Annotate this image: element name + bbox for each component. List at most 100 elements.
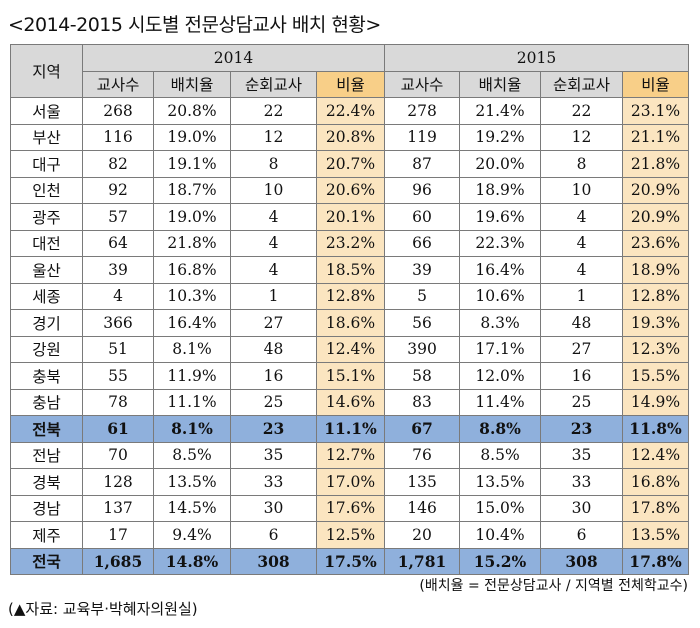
teachers-cell: 278: [384, 97, 461, 125]
teachers-cell: 60: [384, 203, 461, 231]
col-itinerant-2015: 순회교사: [540, 70, 624, 98]
itinerant-cell: 308: [230, 547, 317, 575]
table-row: 세종 4 10.3% 1 12.8% 5 10.6% 1 12.8%: [10, 282, 690, 310]
ratio-cell: 20.1%: [315, 203, 386, 231]
placement-rate-cell: 20.8%: [153, 97, 231, 125]
col-ratio-2014: 비율: [315, 70, 386, 98]
ratio-cell: 11.1%: [315, 415, 386, 443]
placement-rate-cell: 8.5%: [459, 441, 542, 469]
placement-rate-cell: 19.0%: [153, 123, 231, 151]
itinerant-cell: 27: [540, 335, 624, 363]
placement-rate-cell: 19.2%: [459, 123, 542, 151]
region-cell: 서울: [10, 97, 83, 125]
col-ratio-2015: 비율: [622, 70, 690, 98]
teachers-cell: 64: [82, 229, 154, 257]
teachers-cell: 137: [82, 494, 154, 522]
itinerant-cell: 8: [540, 150, 624, 178]
teachers-cell: 78: [82, 388, 154, 416]
placement-rate-cell: 8.3%: [459, 309, 542, 337]
itinerant-cell: 35: [230, 441, 317, 469]
itinerant-cell: 30: [230, 494, 317, 522]
itinerant-cell: 27: [230, 309, 317, 337]
ratio-cell: 18.9%: [622, 256, 690, 284]
table-row: 제주 17 9.4% 6 12.5% 20 10.4% 6 13.5%: [10, 521, 690, 549]
ratio-cell: 19.3%: [622, 309, 690, 337]
teachers-cell: 128: [82, 468, 154, 496]
teachers-cell: 1,781: [384, 547, 461, 575]
placement-rate-cell: 11.1%: [153, 388, 231, 416]
placement-rate-cell: 14.8%: [153, 547, 231, 575]
region-cell: 강원: [10, 335, 83, 363]
itinerant-cell: 33: [230, 468, 317, 496]
teachers-cell: 66: [384, 229, 461, 257]
teachers-cell: 76: [384, 441, 461, 469]
itinerant-cell: 23: [540, 415, 624, 443]
teachers-cell: 268: [82, 97, 154, 125]
ratio-cell: 12.4%: [315, 335, 386, 363]
itinerant-cell: 23: [230, 415, 317, 443]
placement-rate-cell: 16.4%: [459, 256, 542, 284]
placement-rate-cell: 13.5%: [153, 468, 231, 496]
placement-rate-cell: 11.9%: [153, 362, 231, 390]
col-placement-rate-2014: 배치율: [153, 70, 231, 98]
itinerant-cell: 35: [540, 441, 624, 469]
itinerant-cell: 33: [540, 468, 624, 496]
table-row: 경북 128 13.5% 33 17.0% 135 13.5% 33 16.8%: [10, 468, 690, 496]
teachers-cell: 67: [384, 415, 461, 443]
placement-rate-cell: 12.0%: [459, 362, 542, 390]
placement-rate-cell: 14.5%: [153, 494, 231, 522]
teachers-cell: 55: [82, 362, 154, 390]
table-row: 대전 64 21.8% 4 23.2% 66 22.3% 4 23.6%: [10, 229, 690, 257]
region-cell: 부산: [10, 123, 83, 151]
ratio-cell: 20.9%: [622, 203, 690, 231]
region-cell: 울산: [10, 256, 83, 284]
ratio-cell: 12.7%: [315, 441, 386, 469]
ratio-cell: 13.5%: [622, 521, 690, 549]
ratio-cell: 21.8%: [622, 150, 690, 178]
teachers-cell: 83: [384, 388, 461, 416]
table-row: 전국 1,685 14.8% 308 17.5% 1,781 15.2% 308 17.8%: [10, 547, 690, 575]
region-cell: 전남: [10, 441, 83, 469]
region-cell: 광주: [10, 203, 83, 231]
itinerant-cell: 6: [540, 521, 624, 549]
teachers-cell: 96: [384, 176, 461, 204]
itinerant-cell: 4: [540, 229, 624, 257]
placement-rate-cell: 8.1%: [153, 335, 231, 363]
table-row: 울산 39 16.8% 4 18.5% 39 16.4% 4 18.9%: [10, 256, 690, 284]
teachers-cell: 135: [384, 468, 461, 496]
ratio-cell: 22.4%: [315, 97, 386, 125]
teachers-cell: 70: [82, 441, 154, 469]
ratio-cell: 15.1%: [315, 362, 386, 390]
formula-note: (배치율 = 전문상담교사 / 지역별 전체학교수): [419, 578, 688, 594]
ratio-cell: 21.1%: [622, 123, 690, 151]
col-itinerant-2014: 순회교사: [230, 70, 317, 98]
teachers-cell: 390: [384, 335, 461, 363]
placement-rate-cell: 22.3%: [459, 229, 542, 257]
placement-rate-cell: 15.0%: [459, 494, 542, 522]
placement-rate-cell: 16.4%: [153, 309, 231, 337]
ratio-cell: 12.8%: [622, 282, 690, 310]
itinerant-cell: 8: [230, 150, 317, 178]
itinerant-cell: 4: [230, 203, 317, 231]
table-row: 부산 116 19.0% 12 20.8% 119 19.2% 12 21.1%: [10, 123, 690, 151]
placement-rate-cell: 20.0%: [459, 150, 542, 178]
ratio-cell: 20.6%: [315, 176, 386, 204]
placement-rate-cell: 19.0%: [153, 203, 231, 231]
ratio-cell: 20.9%: [622, 176, 690, 204]
table-row: 광주 57 19.0% 4 20.1% 60 19.6% 4 20.9%: [10, 203, 690, 231]
region-cell: 경기: [10, 309, 83, 337]
teachers-cell: 5: [384, 282, 461, 310]
itinerant-cell: 4: [540, 256, 624, 284]
itinerant-cell: 22: [230, 97, 317, 125]
region-cell: 경북: [10, 468, 83, 496]
teachers-cell: 39: [384, 256, 461, 284]
ratio-cell: 17.5%: [315, 547, 386, 575]
itinerant-cell: 12: [230, 123, 317, 151]
page-title: <2014-2015 시도별 전문상담교사 배치 현황>: [8, 14, 381, 36]
teachers-cell: 1,685: [82, 547, 154, 575]
teachers-cell: 20: [384, 521, 461, 549]
placement-rate-cell: 8.5%: [153, 441, 231, 469]
ratio-cell: 14.6%: [315, 388, 386, 416]
year-header-2014: 2014: [81, 44, 386, 72]
placement-rate-cell: 19.6%: [459, 203, 542, 231]
